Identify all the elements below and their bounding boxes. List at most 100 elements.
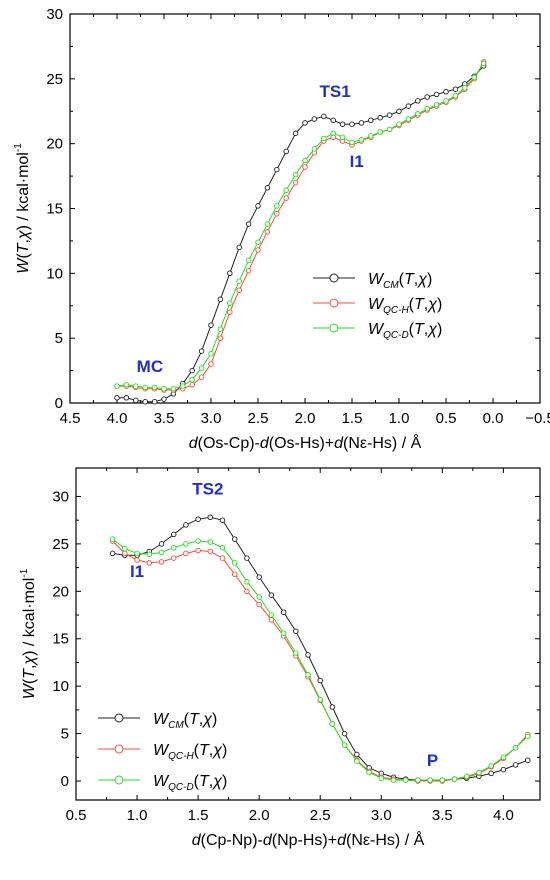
- legend-part: T: [404, 271, 415, 288]
- data-point: [415, 777, 421, 783]
- data-point: [227, 270, 233, 277]
- y-tick-label: 5: [61, 726, 69, 743]
- data-point: [255, 239, 261, 245]
- data-point: [245, 257, 252, 264]
- data-point: [358, 120, 365, 126]
- legend-swatch-marker: [114, 713, 124, 723]
- data-point: [189, 367, 195, 374]
- data-point: [219, 544, 226, 551]
- data-point: [293, 628, 299, 634]
- legend-part: ): [437, 321, 442, 338]
- y-axis-title-part: T: [15, 242, 32, 253]
- data-point: [114, 383, 120, 389]
- legend-subscript: CM: [168, 720, 184, 731]
- data-point: [264, 229, 271, 235]
- x-axis-title-part: d: [263, 832, 273, 849]
- data-point: [390, 777, 397, 783]
- data-point: [161, 385, 167, 392]
- legend-part: (: [194, 742, 200, 759]
- x-tick-label: 3.0: [201, 410, 222, 427]
- data-point: [341, 742, 348, 748]
- chart-top-panel: 4.5 4.0 3.5 3.0 2.5 2.0 1.5 1.0 0.5 0.0 −0.5 0 5 10 15…: [13, 6, 550, 452]
- data-point: [170, 531, 177, 538]
- y-axis-title-part: ) / kcal·mol: [21, 578, 38, 656]
- y-tick-label: 30: [52, 488, 69, 505]
- data-point: [236, 244, 242, 251]
- legend-part: ): [437, 296, 442, 313]
- data-point: [219, 555, 226, 561]
- data-point: [217, 326, 224, 332]
- legend-entry: WCM(T,χ): [368, 271, 432, 291]
- data-point: [274, 203, 280, 209]
- legend-entry: WQC-D(T,χ): [368, 321, 442, 341]
- data-point: [311, 146, 318, 152]
- data-point: [330, 117, 336, 124]
- data-point: [264, 185, 271, 191]
- legend-part: ,: [424, 321, 428, 338]
- legend-part: W: [153, 742, 170, 759]
- data-point: [302, 164, 308, 170]
- y-axis-title-part: W: [15, 257, 32, 274]
- data-point: [463, 773, 470, 780]
- data-point: [170, 544, 177, 551]
- x-axis-title-part: (Os-Cp)-: [198, 435, 260, 452]
- data-point: [274, 210, 280, 217]
- x-tick-label: 0.5: [66, 807, 87, 824]
- legend-entry: WQC-H(T,χ): [368, 296, 442, 316]
- data-point: [368, 133, 374, 139]
- data-point: [280, 630, 287, 636]
- annotation-label: TS1: [319, 82, 350, 101]
- data-point: [512, 745, 519, 751]
- data-point: [452, 92, 459, 99]
- data-point: [488, 763, 494, 769]
- data-point: [256, 601, 262, 608]
- data-point: [244, 588, 250, 595]
- x-tick-label: 0.5: [436, 410, 457, 427]
- data-point: [292, 179, 299, 186]
- legend-part: T: [199, 742, 210, 759]
- data-point: [500, 766, 507, 773]
- y-axis-title: W(T,χ) / kcal·mol-1: [19, 568, 38, 699]
- data-point: [217, 335, 224, 341]
- x-axis-title-part: (Cp-Np)-: [201, 832, 263, 849]
- x-axis-title-part: (Os-Hs)+: [269, 435, 334, 452]
- x-axis-title-part: (Np-Hs)+: [272, 832, 337, 849]
- legend-part: ): [212, 711, 217, 728]
- data-point: [158, 541, 165, 547]
- series-line: [112, 538, 529, 781]
- x-axis-title: d(Os-Cp)-d(Os-Hs)+d(Nε-Hs) / Å: [189, 433, 422, 452]
- data-point: [321, 135, 327, 142]
- data-point: [133, 383, 139, 389]
- data-point: [244, 579, 250, 585]
- data-point: [341, 730, 348, 737]
- data-point: [207, 514, 214, 521]
- data-point: [311, 116, 318, 122]
- x-tick-label: 3.5: [432, 807, 453, 824]
- y-axis-title-part: W: [21, 682, 38, 699]
- data-point: [377, 114, 383, 121]
- data-point: [292, 130, 299, 137]
- x-tick-label: −0.5: [525, 410, 550, 427]
- data-point: [368, 117, 374, 124]
- data-point: [207, 539, 214, 545]
- data-point: [123, 395, 130, 401]
- data-point: [123, 382, 130, 388]
- legend-part: W: [153, 773, 170, 790]
- data-point: [317, 696, 323, 703]
- annotation-label: I1: [130, 562, 144, 581]
- data-point: [256, 574, 262, 580]
- data-point: [358, 137, 365, 143]
- data-point: [170, 385, 177, 392]
- data-point: [329, 721, 336, 727]
- data-point: [396, 121, 402, 127]
- data-point: [283, 187, 289, 194]
- data-point: [151, 384, 158, 391]
- data-point: [245, 221, 252, 227]
- data-point: [427, 777, 433, 783]
- data-point: [349, 139, 355, 146]
- y-axis-title-superscript: -1: [19, 568, 30, 577]
- data-point: [471, 74, 477, 81]
- legend-swatch-marker: [114, 775, 124, 785]
- legend-part: (: [194, 773, 200, 790]
- data-point: [146, 560, 153, 566]
